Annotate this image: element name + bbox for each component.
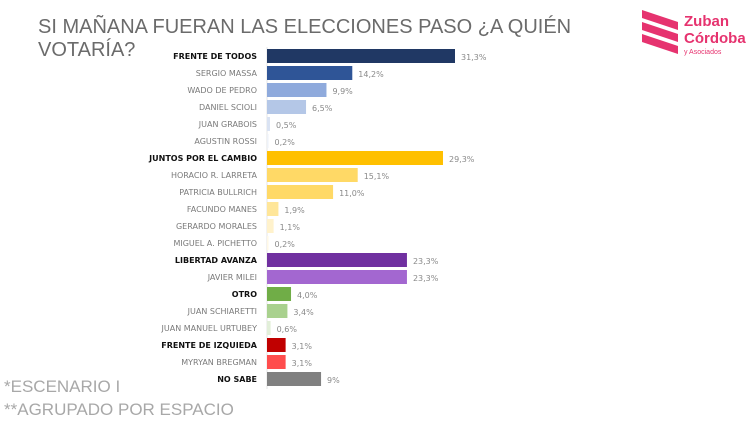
bar [267, 253, 407, 267]
category-label: JUNTOS POR EL CAMBIO [148, 154, 257, 163]
value-label: 0,2% [275, 138, 296, 147]
bar [267, 49, 455, 63]
bar [267, 168, 358, 182]
category-label: LIBERTAD AVANZA [175, 256, 258, 265]
category-label: DANIEL SCIOLI [199, 103, 257, 112]
value-label: 3,4% [293, 308, 314, 317]
category-label: NO SABE [217, 375, 257, 384]
value-label: 0,2% [275, 240, 296, 249]
bar [267, 355, 286, 369]
value-label: 0,5% [276, 121, 297, 130]
value-label: 1,1% [280, 223, 301, 232]
bar [267, 185, 334, 199]
category-label: MIGUEL A. PICHETTO [173, 239, 257, 248]
bar [267, 134, 269, 148]
value-label: 1,9% [284, 206, 305, 215]
logo: Zuban Córdoba y Asociados [640, 6, 746, 62]
bar [267, 219, 274, 233]
value-label: 9,9% [332, 87, 353, 96]
bar [267, 117, 271, 131]
logo-text-3: y Asociados [684, 49, 722, 56]
value-label: 23,3% [413, 274, 439, 283]
value-label: 0,6% [277, 325, 298, 334]
category-label: JUAN MANUEL URTUBEY [161, 324, 258, 333]
category-label: HORACIO R. LARRETA [171, 171, 258, 180]
bar [267, 372, 322, 386]
category-label: JUAN GRABOIS [198, 120, 257, 129]
bar [267, 202, 279, 216]
footnotes: *ESCENARIO I **AGRUPADO POR ESPACIO [4, 375, 234, 421]
bar [267, 287, 292, 301]
logo-mark-icon [642, 10, 678, 54]
value-label: 14,2% [358, 70, 384, 79]
note-grouped: **AGRUPADO POR ESPACIO [4, 400, 234, 419]
category-label: FRENTE DE TODOS [173, 52, 257, 61]
category-label: JAVIER MILEI [207, 273, 257, 282]
value-label: 3,1% [292, 359, 313, 368]
note-scenario: *ESCENARIO I [4, 377, 121, 396]
category-label: FACUNDO MANES [187, 205, 257, 214]
category-label: GERARDO MORALES [176, 222, 257, 231]
bar [267, 151, 443, 165]
category-label: FRENTE DE IZQUIEDA [161, 341, 258, 350]
value-label: 3,1% [292, 342, 313, 351]
bar [267, 304, 288, 318]
value-label: 11,0% [339, 189, 365, 198]
bar [267, 338, 286, 352]
value-label: 29,3% [449, 155, 475, 164]
category-label: PATRICIA BULLRICH [179, 188, 257, 197]
bar [267, 100, 307, 114]
value-label: 23,3% [413, 257, 439, 266]
value-label: 6,5% [312, 104, 333, 113]
chart-title: SI MAÑANA FUERAN LAS ELECCIONES PASO ¿A … [38, 16, 572, 61]
bar [267, 83, 327, 97]
logo-text-2: Córdoba [684, 30, 746, 47]
value-label: 15,1% [364, 172, 390, 181]
category-label: SERGIO MASSA [196, 69, 258, 78]
bar [267, 270, 407, 284]
bar [267, 236, 269, 250]
category-label: AGUSTIN ROSSI [194, 137, 257, 146]
value-label: 9% [327, 376, 340, 385]
logo-text-1: Zuban [684, 13, 729, 30]
value-label: 4,0% [297, 291, 318, 300]
category-label: MYRYAN BREGMAN [181, 358, 257, 367]
bar [267, 321, 271, 335]
category-label: WADO DE PEDRO [187, 86, 257, 95]
bar [267, 66, 353, 80]
category-label: JUAN SCHIARETTI [187, 307, 257, 316]
value-label: 31,3% [461, 53, 487, 62]
category-label: OTRO [232, 290, 257, 299]
